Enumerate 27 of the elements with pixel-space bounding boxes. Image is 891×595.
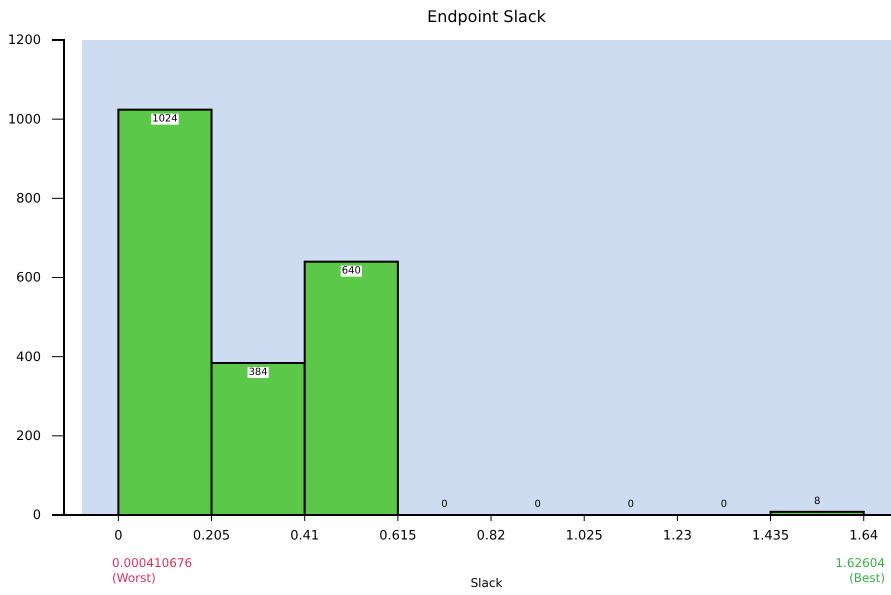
y-tick-label: 1200 bbox=[8, 33, 41, 48]
x-tick-label: 0.82 bbox=[476, 528, 506, 544]
data-label: 0 bbox=[720, 499, 728, 510]
y-tick-label: 600 bbox=[16, 270, 41, 286]
x-tick-label: 1.23 bbox=[662, 528, 692, 544]
x-axis-title: Slack bbox=[470, 576, 502, 590]
x-tick-label: 0.205 bbox=[192, 528, 230, 544]
text: (Worst) bbox=[112, 571, 156, 585]
x-tick-label: 1.64 bbox=[849, 528, 878, 544]
x-tick-label: 0 bbox=[114, 528, 122, 544]
y-tick-label: 400 bbox=[16, 350, 41, 365]
x-tick-label: 1.435 bbox=[752, 528, 790, 544]
y-tick-label: 1000 bbox=[8, 112, 41, 128]
data-label: 0 bbox=[628, 499, 634, 510]
y-tick-label: 800 bbox=[16, 191, 41, 206]
text: (Best) bbox=[849, 571, 885, 585]
x-tick-label: 0.41 bbox=[290, 528, 320, 544]
text: 1.62604 bbox=[835, 556, 885, 570]
chart-title: Endpoint Slack bbox=[427, 7, 547, 26]
data-label: 0 bbox=[441, 499, 448, 510]
x-tick-label: 1.025 bbox=[566, 528, 603, 544]
x-tick-label: 0.615 bbox=[379, 528, 416, 544]
data-label: 0 bbox=[534, 499, 541, 510]
data-label: 8 bbox=[814, 496, 820, 507]
y-tick-label: 0 bbox=[32, 508, 41, 524]
y-tick-label: 200 bbox=[16, 428, 41, 444]
text: 0.000410676 bbox=[112, 556, 192, 570]
